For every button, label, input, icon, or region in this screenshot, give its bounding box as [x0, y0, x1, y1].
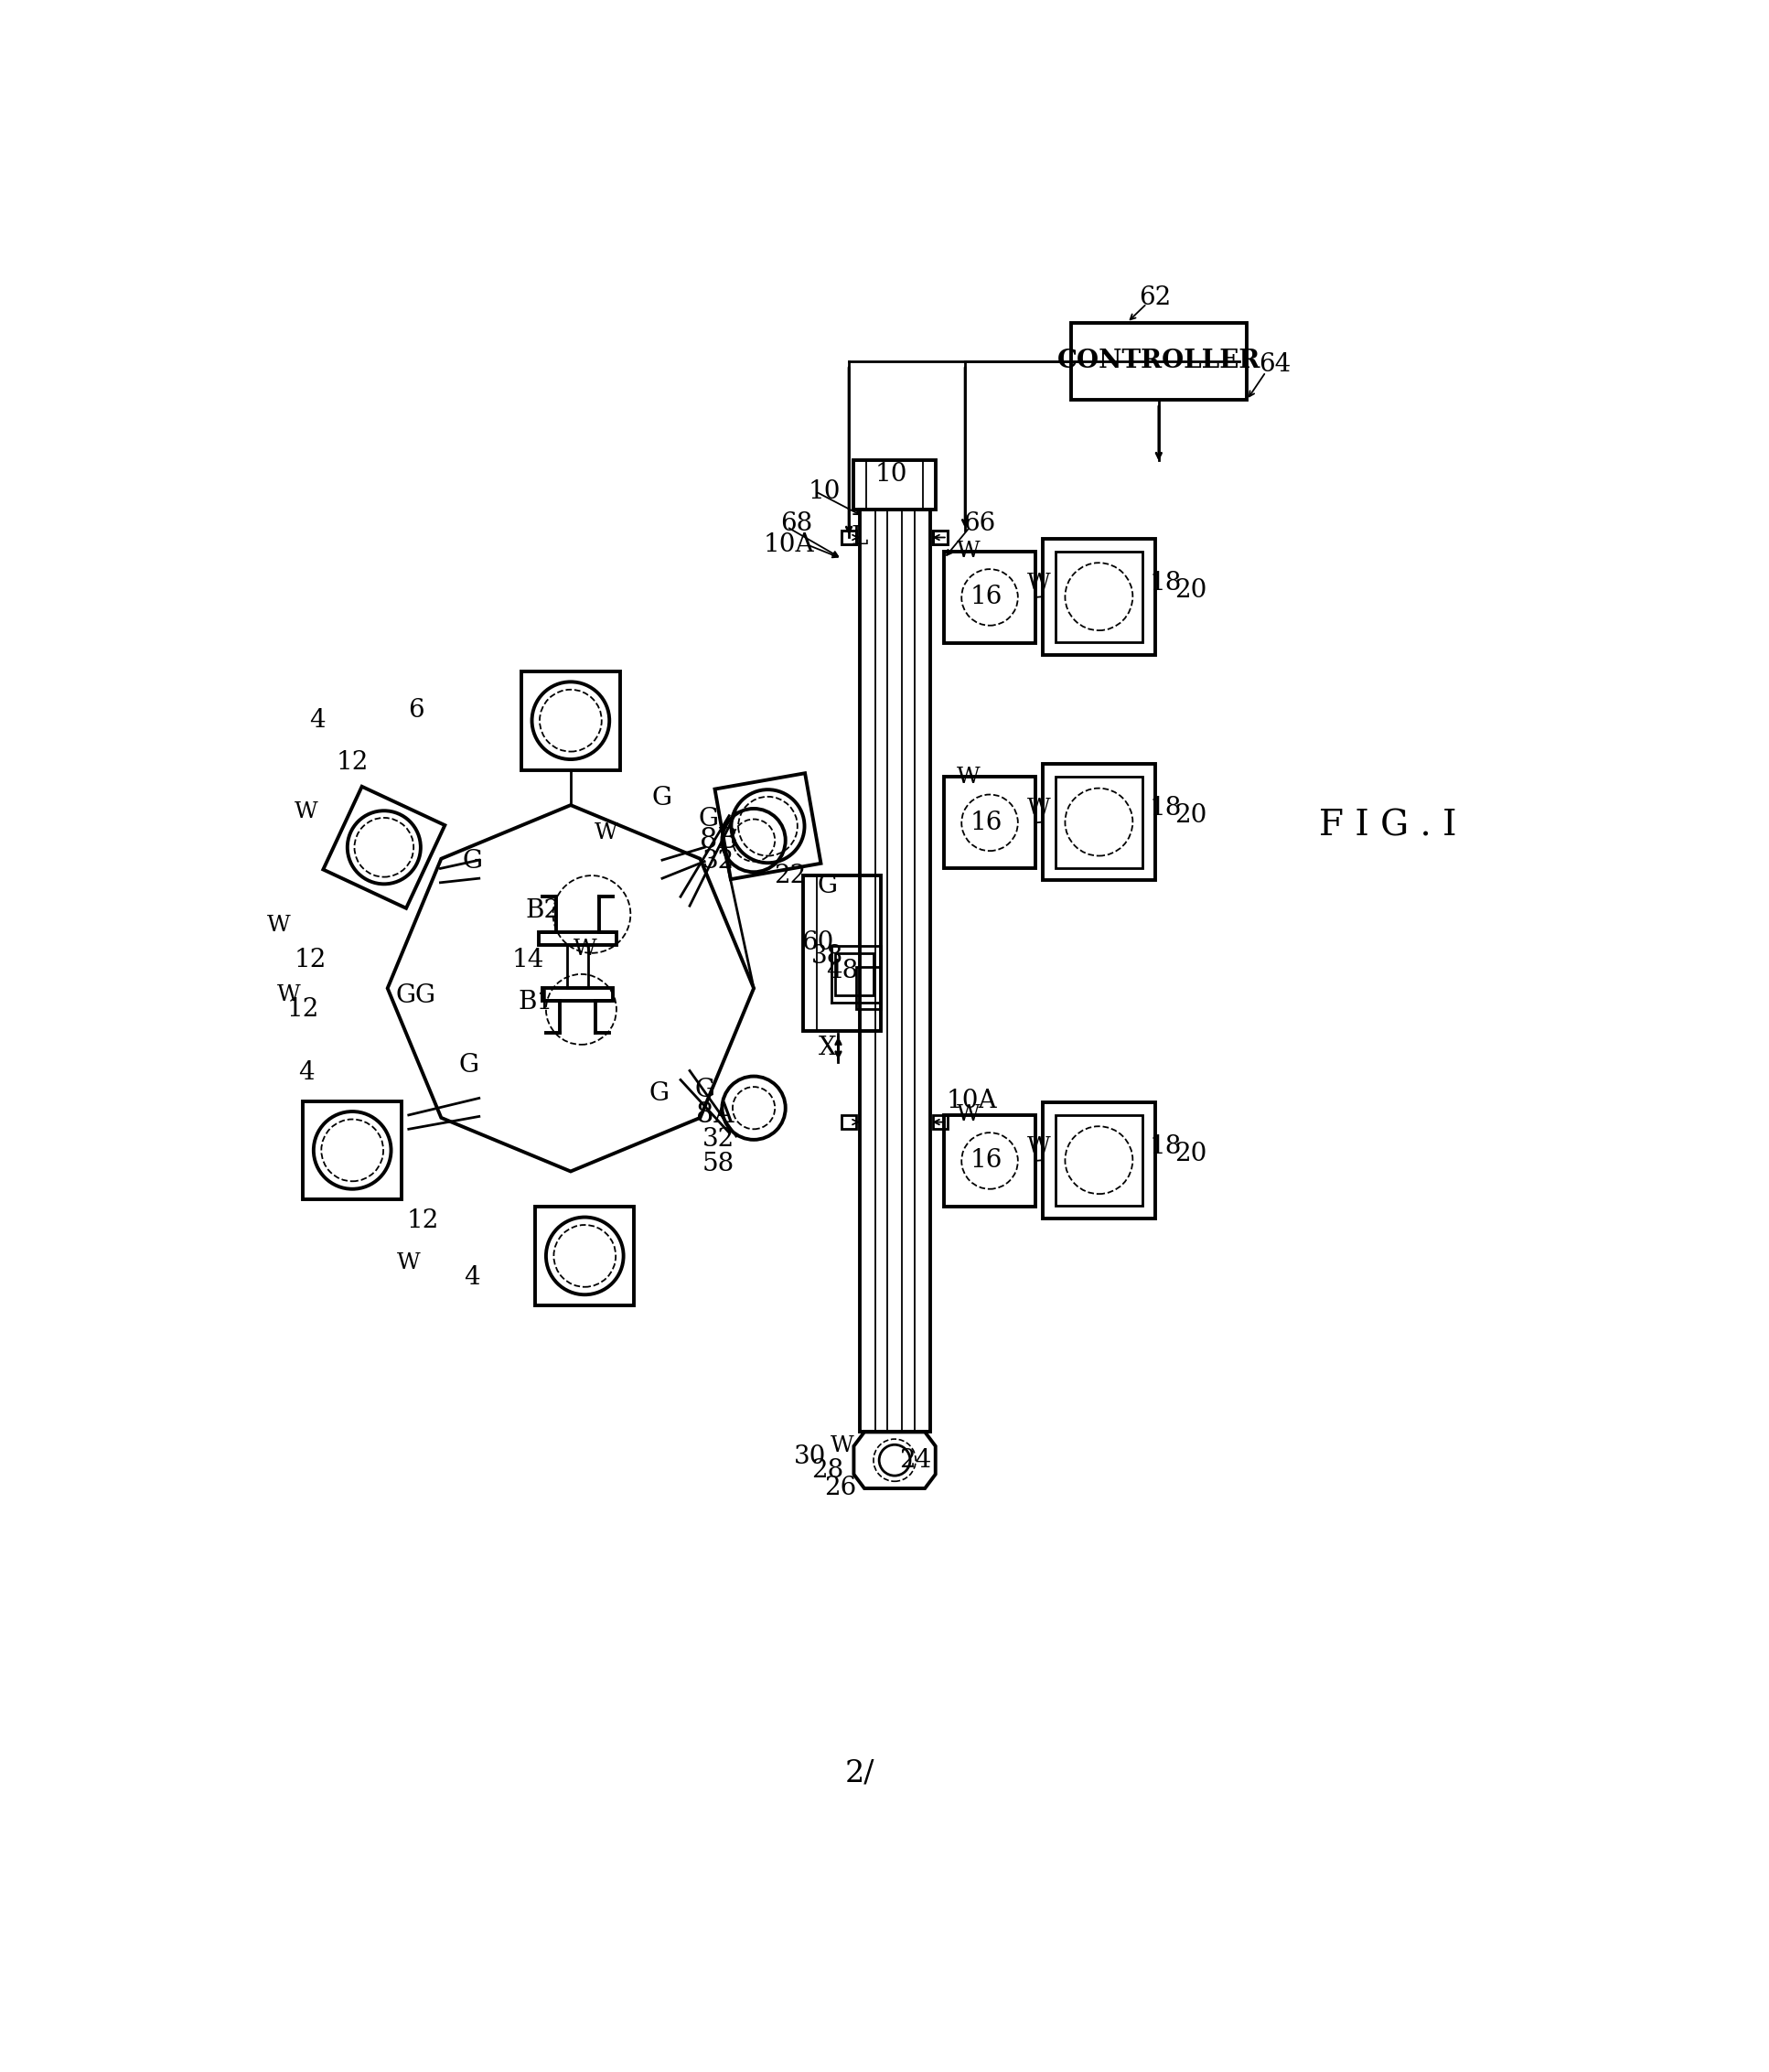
- Text: G: G: [462, 850, 483, 874]
- Bar: [934, 1115, 948, 1129]
- Bar: [1056, 1115, 1143, 1206]
- Bar: [835, 953, 874, 995]
- Bar: [1042, 539, 1155, 655]
- Bar: [568, 945, 589, 988]
- Text: W: W: [594, 823, 617, 843]
- Bar: [1070, 323, 1247, 400]
- Text: W: W: [573, 939, 596, 959]
- Bar: [302, 1100, 402, 1200]
- Bar: [543, 988, 612, 1001]
- Text: 12: 12: [407, 1208, 439, 1233]
- Text: 30: 30: [794, 1444, 826, 1469]
- Text: 12: 12: [294, 947, 325, 972]
- Text: L: L: [851, 524, 869, 549]
- Text: 20: 20: [1175, 578, 1206, 603]
- Text: W: W: [957, 541, 980, 562]
- Bar: [854, 460, 936, 510]
- Bar: [1056, 777, 1143, 868]
- Text: 20: 20: [1175, 804, 1206, 829]
- Text: 10A: 10A: [946, 1088, 998, 1113]
- Bar: [945, 1115, 1035, 1206]
- Text: 24: 24: [900, 1448, 932, 1473]
- Text: W: W: [957, 1104, 980, 1125]
- Text: 2/: 2/: [844, 1759, 874, 1788]
- Text: W: W: [830, 1436, 854, 1457]
- Text: W: W: [267, 914, 290, 934]
- Text: 58: 58: [702, 1152, 734, 1177]
- Text: 12: 12: [336, 750, 368, 775]
- Text: G: G: [817, 874, 839, 899]
- Bar: [1056, 551, 1143, 642]
- Text: W: W: [396, 1251, 421, 1274]
- Text: B2: B2: [525, 899, 561, 924]
- Text: G: G: [649, 1082, 669, 1106]
- Text: G: G: [653, 785, 672, 810]
- Bar: [934, 530, 948, 545]
- Text: G: G: [695, 1077, 715, 1102]
- Bar: [934, 530, 948, 545]
- Text: 32: 32: [702, 1127, 734, 1152]
- Text: 8B: 8B: [699, 827, 738, 854]
- Bar: [842, 1115, 856, 1129]
- Text: 62: 62: [1139, 286, 1171, 311]
- Text: 4: 4: [463, 1264, 479, 1289]
- Text: 12: 12: [287, 997, 318, 1021]
- Text: B1: B1: [518, 990, 554, 1015]
- Text: 26: 26: [824, 1475, 856, 1500]
- Text: W: W: [1028, 798, 1051, 818]
- Bar: [803, 876, 881, 1030]
- Text: 68: 68: [780, 512, 812, 537]
- Text: W: W: [1028, 572, 1051, 595]
- Bar: [856, 968, 881, 1009]
- Text: 60: 60: [801, 930, 833, 955]
- Bar: [1042, 1102, 1155, 1218]
- Text: X: X: [819, 1036, 837, 1061]
- Text: 8A: 8A: [695, 1100, 734, 1129]
- Text: 66: 66: [962, 512, 996, 537]
- Text: GG: GG: [396, 982, 435, 1007]
- Text: 18: 18: [1150, 572, 1182, 595]
- Text: 16: 16: [969, 584, 1003, 609]
- Text: 6: 6: [407, 698, 425, 723]
- Bar: [522, 671, 619, 771]
- Bar: [540, 932, 616, 945]
- Bar: [945, 777, 1035, 868]
- Text: 18: 18: [1150, 796, 1182, 821]
- Text: G: G: [699, 806, 718, 831]
- Text: 32: 32: [702, 850, 734, 874]
- Text: 20: 20: [1175, 1142, 1206, 1167]
- Text: 28: 28: [812, 1459, 844, 1484]
- Text: 64: 64: [1260, 352, 1291, 377]
- Text: 22: 22: [775, 864, 807, 889]
- Bar: [945, 551, 1035, 642]
- Text: 16: 16: [969, 810, 1003, 835]
- Text: W: W: [957, 767, 980, 787]
- Text: 4: 4: [299, 1061, 315, 1086]
- Text: F I G . I: F I G . I: [1320, 810, 1456, 843]
- Bar: [842, 530, 856, 545]
- Bar: [536, 1206, 633, 1305]
- Bar: [1042, 765, 1155, 881]
- Text: 48: 48: [826, 957, 858, 982]
- Text: 38: 38: [812, 945, 844, 970]
- Text: 16: 16: [969, 1148, 1003, 1173]
- Text: 14: 14: [513, 947, 545, 972]
- Bar: [842, 530, 856, 545]
- Text: 10: 10: [876, 462, 907, 487]
- Text: W: W: [278, 984, 301, 1005]
- Bar: [860, 510, 930, 1432]
- Text: W: W: [295, 802, 318, 823]
- Text: 10: 10: [808, 479, 840, 503]
- Text: 4: 4: [310, 709, 325, 733]
- Text: G: G: [458, 1053, 479, 1077]
- Text: W: W: [1028, 1135, 1051, 1158]
- Text: CONTROLLER: CONTROLLER: [1058, 348, 1261, 373]
- Text: 18: 18: [1150, 1133, 1182, 1158]
- Text: 10A: 10A: [764, 533, 814, 557]
